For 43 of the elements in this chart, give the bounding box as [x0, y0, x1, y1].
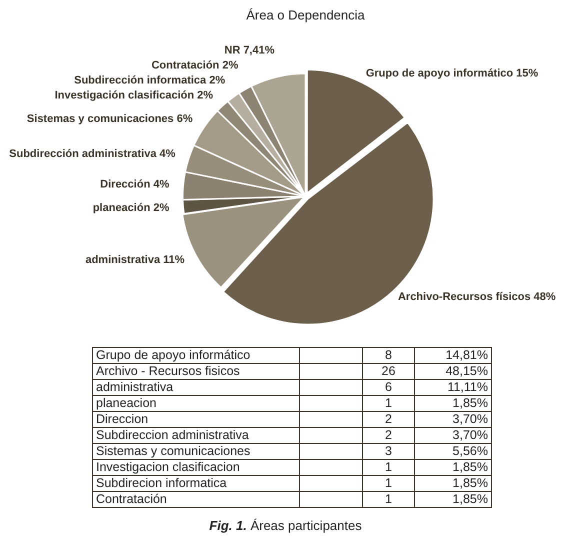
slice-label: Grupo de apoyo informático 15% — [366, 68, 538, 80]
data-label: 1,85% — [414, 476, 492, 492]
category-label: Contratación — [92, 492, 300, 508]
category-label: administrativa — [92, 380, 300, 396]
category-label: Grupo de apoyo informático — [92, 348, 300, 364]
slice-label: Archivo-Recursos físicos 48% — [398, 291, 556, 304]
data-label: 1 — [362, 460, 414, 476]
data-label: 1 — [362, 492, 414, 508]
data-label: 3 — [362, 444, 414, 460]
slice-label: Investigación clasificación 2% — [54, 90, 214, 102]
category-label: Subdireccion administrativa — [92, 428, 300, 444]
slice-label: administrativa 11% — [85, 254, 185, 266]
category-label: Sistemas y comunicaciones — [92, 444, 300, 460]
category-label: planeacion — [92, 396, 300, 412]
data-label: 3,70% — [414, 412, 492, 428]
caption: Fig. 1. Áreas participantes — [208, 518, 363, 533]
category-label: Investigacion clasificacion — [92, 460, 300, 476]
slice-label: Subdirección administrativa 4% — [9, 148, 176, 160]
slice-label: Subdirección informatica 2% — [74, 74, 226, 87]
data-label: 8 — [362, 348, 414, 364]
data-label: 1,85% — [414, 396, 492, 412]
data-label: 11,11% — [414, 380, 492, 396]
data-label: 2 — [362, 412, 414, 428]
slice-label: Dirección 4% — [100, 178, 170, 191]
data-label: 6 — [362, 380, 414, 396]
category-label: Direccion — [92, 412, 300, 428]
data-label: 48,15% — [414, 364, 492, 380]
chart-title: Área o Dependencia — [246, 7, 366, 22]
slice-label: Sistemas y comunicaciones 6% — [26, 113, 193, 126]
slice-label: planeación 2% — [92, 202, 170, 214]
data-label: 5,56% — [414, 444, 492, 460]
data-label: 2 — [362, 428, 414, 444]
data-label: 26 — [362, 364, 414, 380]
slice-label: NR 7,41% — [224, 44, 275, 57]
slice-label: Contratación 2% — [151, 60, 238, 72]
data-label: 1 — [362, 476, 414, 492]
data-label: 1 — [362, 396, 414, 412]
category-label: Archivo - Recursos fisicos — [92, 364, 300, 380]
data-label: 14,81% — [414, 348, 492, 364]
data-label: 1,85% — [414, 460, 492, 476]
data-label: 3,70% — [414, 428, 492, 444]
category-label: Subdirecion informatica — [92, 476, 300, 492]
data-label: 1,85% — [414, 492, 492, 508]
